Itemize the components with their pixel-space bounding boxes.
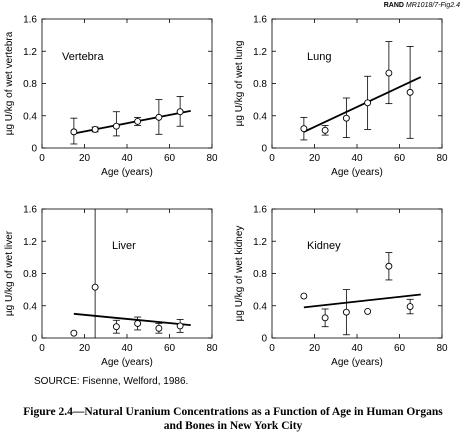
x-tick-label: 60 — [394, 153, 406, 164]
plot-frame — [41, 18, 213, 149]
plot-frame — [271, 18, 443, 149]
trend-line — [303, 76, 422, 133]
data-point — [134, 117, 142, 125]
x-axis-label: Age (years) — [101, 357, 153, 368]
trend-line — [73, 312, 191, 326]
data-point — [364, 99, 372, 107]
y-tick-label: 0.8 — [23, 269, 37, 280]
data-point — [155, 324, 163, 332]
x-tick-label: 60 — [164, 343, 176, 354]
x-tick-label: 80 — [436, 153, 448, 164]
figure-reference: RAND MR1018/7-Fig2.4 — [384, 2, 460, 9]
x-tick-label: 0 — [39, 153, 45, 164]
data-point — [70, 128, 78, 136]
y-tick-label: 1.6 — [253, 15, 267, 26]
data-point — [342, 308, 350, 316]
y-axis-label: µg U/kg of wet liver — [4, 230, 15, 316]
y-tick-label: 0.4 — [23, 111, 37, 122]
data-point — [406, 303, 414, 311]
data-point — [134, 320, 142, 327]
x-tick-label: 80 — [206, 153, 218, 164]
y-tick-label: 0 — [261, 144, 267, 155]
data-point — [176, 108, 184, 116]
y-tick-label: 1.2 — [253, 237, 267, 248]
y-tick-label: 0.4 — [253, 111, 267, 122]
x-tick-label: 20 — [309, 153, 321, 164]
document-reference: MR1018/7-Fig2.4 — [405, 2, 460, 9]
y-axis-label: µg U/kg of wet kidney — [234, 226, 245, 322]
data-point — [300, 125, 308, 133]
y-tick-label: 0 — [261, 334, 267, 345]
x-tick-label: 80 — [436, 343, 448, 354]
data-point — [176, 322, 184, 330]
data-point — [91, 283, 99, 291]
y-tick-label: 0.8 — [253, 79, 267, 90]
data-point — [385, 69, 393, 77]
y-tick-label: 0 — [31, 334, 37, 345]
data-point — [321, 126, 329, 134]
x-tick-label: 20 — [309, 343, 321, 354]
trend-line — [303, 293, 421, 309]
y-tick-label: 1.2 — [23, 237, 37, 248]
data-point — [300, 292, 308, 300]
data-point — [406, 88, 414, 96]
x-axis-label: Age (years) — [101, 167, 153, 178]
y-tick-label: 1.6 — [253, 205, 267, 216]
y-tick-label: 1.6 — [23, 205, 37, 216]
panel-label-vertebra: Vertebra — [62, 51, 104, 63]
y-axis-label: µg U/kg of wet lung — [234, 41, 245, 127]
caption-line-1: Figure 2.4—Natural Uranium Concentration… — [23, 406, 443, 418]
x-tick-label: 0 — [269, 343, 275, 354]
source-note: SOURCE: Fisenne, Welford, 1986. — [34, 376, 189, 387]
panel-label-kidney: Kidney — [307, 240, 341, 252]
chart-kidney: 0 20 40 60 80 0 0.4 0.8 1.2 1.6 Age (years) µg U/kg… — [234, 205, 448, 369]
x-tick-label: 40 — [351, 343, 363, 354]
y-axis-label: µg U/kg of wet vertebra — [4, 31, 15, 135]
x-axis-label: Age (years) — [331, 357, 383, 368]
figure-caption: Figure 2.4—Natural Uranium Concentration… — [0, 405, 466, 433]
plot-frame — [271, 208, 443, 339]
y-tick-label: 0.4 — [253, 301, 267, 312]
data-point — [91, 126, 99, 133]
x-tick-label: 40 — [121, 343, 133, 354]
publisher-name: RAND — [383, 2, 404, 9]
panel-label-liver: Liver — [112, 240, 136, 252]
y-tick-label: 0.8 — [253, 269, 267, 280]
y-tick-label: 0.4 — [23, 301, 37, 312]
data-point — [342, 114, 350, 122]
y-tick-label: 1.2 — [23, 47, 37, 58]
y-tick-label: 0.8 — [23, 79, 37, 90]
data-point — [321, 314, 329, 322]
chart-liver: 0 20 40 60 80 0 0.4 0.8 1.2 1.6 Age (years) µg U/kg… — [4, 205, 218, 369]
data-point — [112, 323, 120, 331]
panel-label-lung: Lung — [307, 51, 331, 63]
x-tick-label: 60 — [164, 153, 176, 164]
data-point — [385, 262, 393, 270]
data-point — [155, 113, 163, 121]
x-tick-label: 40 — [351, 153, 363, 164]
caption-line-2: and Bones in New York City — [163, 420, 303, 432]
y-tick-label: 1.2 — [253, 47, 267, 58]
chart-lung: 0 20 40 60 80 0 0.4 0.8 1.2 1.6 Age (years) µg U/kg… — [234, 15, 448, 179]
y-tick-label: 1.6 — [23, 15, 37, 26]
data-point — [70, 329, 78, 337]
x-axis-label: Age (years) — [331, 167, 383, 178]
x-tick-label: 20 — [79, 153, 91, 164]
x-tick-label: 40 — [121, 153, 133, 164]
x-tick-label: 60 — [394, 343, 406, 354]
x-tick-label: 0 — [269, 153, 275, 164]
y-tick-label: 0 — [31, 144, 37, 155]
chart-vertebra: 0 20 40 60 80 0 0.4 0.8 1.2 1.6 Age (years) µg U/kg… — [4, 15, 218, 179]
x-tick-label: 80 — [206, 343, 218, 354]
x-tick-label: 0 — [39, 343, 45, 354]
trend-line — [73, 110, 191, 135]
x-tick-label: 20 — [79, 343, 91, 354]
data-point — [112, 122, 120, 130]
data-point — [364, 307, 372, 315]
